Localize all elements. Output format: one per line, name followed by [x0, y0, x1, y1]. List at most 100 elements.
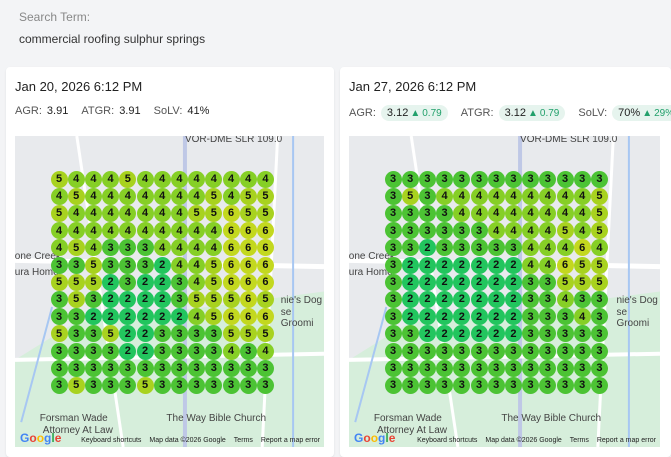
rank-dot[interactable]: 3 [239, 359, 257, 377]
rank-dot[interactable]: 3 [470, 222, 488, 240]
rank-dot[interactable]: 3 [556, 342, 574, 360]
rank-dot[interactable]: 3 [222, 376, 240, 394]
rank-dot[interactable]: 4 [102, 170, 120, 188]
rank-grid-map[interactable]: VOR-DME SLR 109.0 tone Creek tura Home nie'… [15, 136, 324, 447]
rank-dot[interactable]: 2 [504, 308, 522, 326]
rank-dot[interactable]: 6 [222, 256, 240, 274]
rank-dot[interactable]: 3 [590, 376, 608, 394]
rank-dot[interactable]: 3 [170, 376, 188, 394]
rank-dot[interactable]: 4 [170, 239, 188, 257]
rank-dot[interactable]: 3 [170, 325, 188, 343]
rank-dot[interactable]: 3 [401, 170, 419, 188]
rank-dot[interactable]: 5 [256, 325, 274, 343]
rank-dot[interactable]: 3 [539, 359, 557, 377]
rank-dot[interactable]: 2 [401, 308, 419, 326]
rank-dot[interactable]: 3 [487, 342, 505, 360]
rank-dot[interactable]: 2 [418, 308, 436, 326]
rank-dot[interactable]: 3 [590, 359, 608, 377]
rank-dot[interactable]: 4 [153, 239, 171, 257]
rank-dot[interactable]: 2 [470, 273, 488, 291]
rank-dot[interactable]: 3 [102, 342, 120, 360]
rank-dot[interactable]: 2 [504, 273, 522, 291]
rank-dot[interactable]: 4 [188, 170, 206, 188]
rank-dot[interactable]: 2 [418, 290, 436, 308]
rank-dot[interactable]: 3 [153, 376, 171, 394]
rank-dot[interactable]: 4 [170, 204, 188, 222]
rank-dot[interactable]: 3 [487, 239, 505, 257]
rank-dot[interactable]: 3 [84, 376, 102, 394]
rank-dot[interactable]: 2 [504, 290, 522, 308]
rank-dot[interactable]: 5 [239, 187, 257, 205]
rank-dot[interactable]: 6 [222, 273, 240, 291]
rank-dot[interactable]: 4 [119, 222, 137, 240]
rank-dot[interactable]: 5 [84, 256, 102, 274]
rank-dot[interactable]: 2 [119, 308, 137, 326]
rank-dot[interactable]: 3 [418, 187, 436, 205]
rank-dot[interactable]: 4 [239, 170, 257, 188]
rank-dot[interactable]: 2 [504, 256, 522, 274]
rank-dot[interactable]: 5 [256, 187, 274, 205]
rank-dot[interactable]: 2 [119, 325, 137, 343]
rank-dot[interactable]: 2 [453, 308, 471, 326]
rank-dot[interactable]: 3 [84, 290, 102, 308]
rank-dot[interactable]: 3 [539, 170, 557, 188]
rank-dot[interactable]: 3 [522, 342, 540, 360]
rank-dot[interactable]: 3 [67, 342, 85, 360]
rank-dot[interactable]: 4 [102, 222, 120, 240]
rank-dot[interactable]: 5 [136, 376, 154, 394]
rank-dot[interactable]: 4 [205, 239, 223, 257]
rank-dot[interactable]: 5 [590, 273, 608, 291]
rank-dot[interactable]: 4 [102, 187, 120, 205]
rank-dot[interactable]: 4 [205, 222, 223, 240]
rank-dot[interactable]: 3 [119, 239, 137, 257]
rank-dot[interactable]: 6 [256, 273, 274, 291]
rank-dot[interactable]: 2 [153, 290, 171, 308]
rank-dot[interactable]: 3 [436, 342, 454, 360]
rank-dot[interactable]: 4 [539, 256, 557, 274]
rank-dot[interactable]: 3 [384, 376, 402, 394]
rank-dot[interactable]: 2 [102, 308, 120, 326]
rank-dot[interactable]: 2 [401, 256, 419, 274]
rank-dot[interactable]: 4 [573, 187, 591, 205]
rank-dot[interactable]: 3 [188, 342, 206, 360]
rank-dot[interactable]: 2 [84, 308, 102, 326]
rank-dot[interactable]: 3 [401, 342, 419, 360]
rank-dot[interactable]: 5 [50, 273, 68, 291]
rank-dot[interactable]: 3 [470, 170, 488, 188]
rank-dot[interactable]: 3 [401, 204, 419, 222]
rank-dot[interactable]: 5 [401, 187, 419, 205]
rank-dot[interactable]: 4 [188, 273, 206, 291]
rank-dot[interactable]: 3 [504, 342, 522, 360]
rank-dot[interactable]: 2 [487, 308, 505, 326]
rank-dot[interactable]: 5 [556, 222, 574, 240]
rank-dot[interactable]: 3 [418, 376, 436, 394]
rank-dot[interactable]: 3 [436, 222, 454, 240]
rank-dot[interactable]: 4 [84, 222, 102, 240]
rank-dot[interactable]: 3 [384, 256, 402, 274]
rank-dot[interactable]: 3 [590, 290, 608, 308]
rank-dot[interactable]: 5 [590, 222, 608, 240]
keyboard-shortcuts-link[interactable]: Keyboard shortcuts [81, 437, 142, 444]
rank-dot[interactable]: 4 [170, 222, 188, 240]
rank-dot[interactable]: 6 [222, 222, 240, 240]
rank-dot[interactable]: 3 [590, 170, 608, 188]
rank-dot[interactable]: 6 [256, 308, 274, 326]
rank-dot[interactable]: 3 [573, 325, 591, 343]
rank-dot[interactable]: 3 [153, 359, 171, 377]
rank-dot[interactable]: 3 [556, 308, 574, 326]
rank-dot[interactable]: 3 [384, 325, 402, 343]
rank-dot[interactable]: 2 [436, 273, 454, 291]
rank-dot[interactable]: 5 [67, 290, 85, 308]
rank-dot[interactable]: 3 [50, 359, 68, 377]
rank-dot[interactable]: 5 [67, 187, 85, 205]
rank-dot[interactable]: 5 [205, 308, 223, 326]
rank-dot[interactable]: 5 [188, 290, 206, 308]
rank-dot[interactable]: 3 [522, 376, 540, 394]
rank-dot[interactable]: 6 [573, 239, 591, 257]
rank-dot[interactable]: 3 [119, 256, 137, 274]
rank-dot[interactable]: 5 [102, 325, 120, 343]
rank-dot[interactable]: 3 [256, 376, 274, 394]
rank-dot[interactable]: 4 [556, 187, 574, 205]
rank-dot[interactable]: 3 [504, 239, 522, 257]
rank-dot[interactable]: 2 [453, 273, 471, 291]
